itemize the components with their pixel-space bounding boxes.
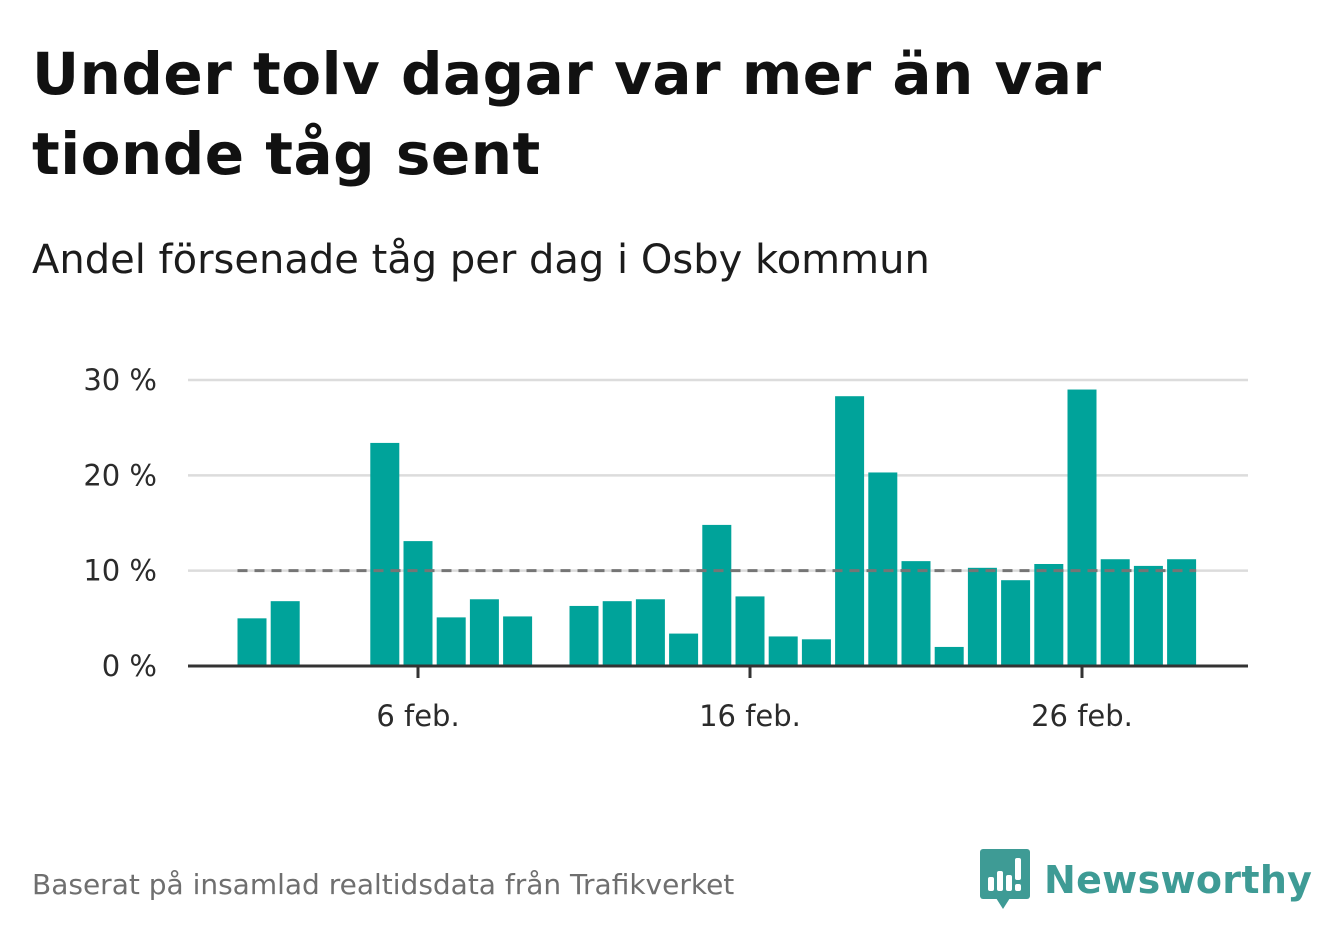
bar <box>934 646 964 666</box>
bar <box>901 561 931 666</box>
y-tick-label: 10 % <box>83 554 157 588</box>
bar-chart: 0 % 10 % 20 % 30 % 6 feb. 16 feb. 26 feb. <box>83 363 1248 733</box>
bar <box>270 601 300 666</box>
bar <box>967 567 997 666</box>
bar <box>1067 389 1097 666</box>
bar <box>436 617 466 666</box>
y-tick-label: 20 % <box>83 458 157 492</box>
bar <box>1034 563 1064 666</box>
source-note: Baserat på insamlad realtidsdata från Tr… <box>32 868 735 901</box>
bar <box>602 601 632 666</box>
bar <box>370 442 400 666</box>
bar <box>669 633 699 666</box>
bar <box>503 616 533 666</box>
bar <box>403 541 433 666</box>
bar <box>1100 559 1130 666</box>
bar <box>237 618 267 666</box>
bar <box>569 605 599 666</box>
x-tick-label: 16 feb. <box>699 699 801 733</box>
bar <box>1167 559 1197 666</box>
y-tick-label: 30 % <box>83 363 157 397</box>
bar <box>801 639 831 666</box>
bar <box>1001 580 1031 666</box>
x-tick-label: 26 feb. <box>1031 699 1133 733</box>
x-tick-label: 6 feb. <box>376 699 459 733</box>
bars <box>237 389 1197 666</box>
bar <box>1133 565 1163 666</box>
y-tick-label: 0 % <box>102 649 157 683</box>
brand-name: Newsworthy <box>1044 858 1313 902</box>
bar <box>702 524 732 666</box>
chart-subtitle: Andel försenade tåg per dag i Osby kommu… <box>32 237 930 283</box>
chart-title: Under tolv dagar var mer än var tionde t… <box>32 40 1102 188</box>
bar <box>635 599 665 666</box>
bar <box>768 636 798 666</box>
bar <box>835 396 865 666</box>
bar <box>469 599 499 666</box>
brand-logo: Newsworthy <box>980 848 1312 912</box>
newsworthy-logo-icon <box>980 849 1030 909</box>
bar <box>735 596 765 666</box>
axes: 0 % 10 % 20 % 30 % 6 feb. 16 feb. 26 feb. <box>83 363 1248 733</box>
